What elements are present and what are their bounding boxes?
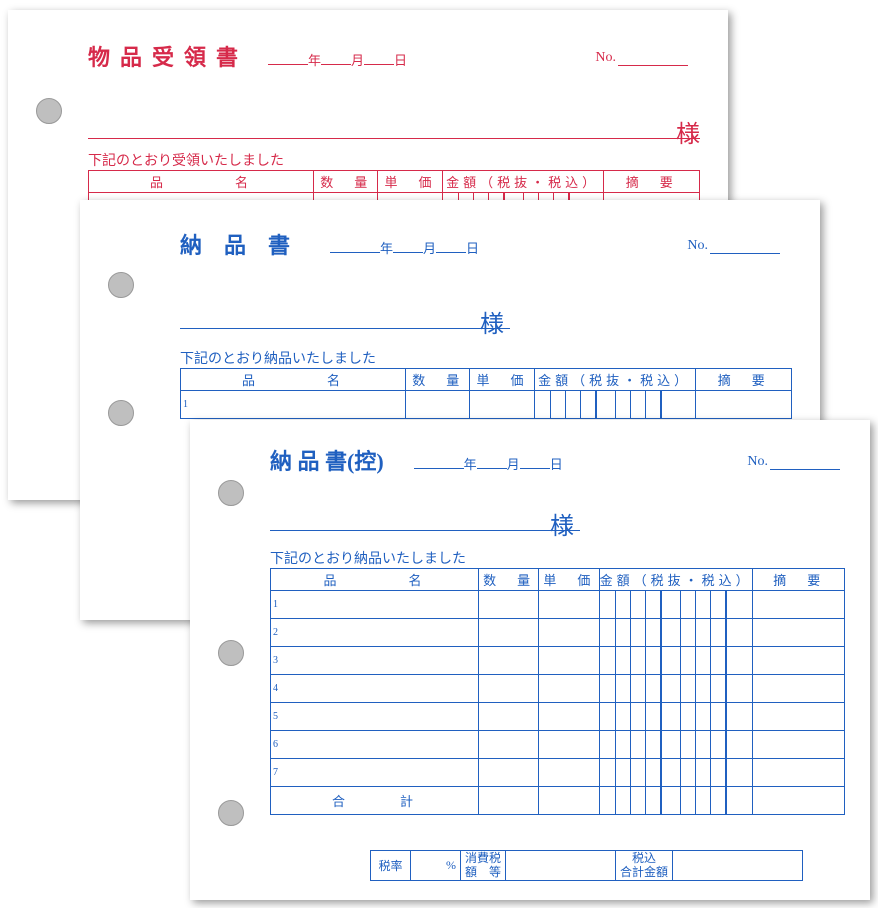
col-amount: 金額（税抜・税込） bbox=[534, 369, 695, 391]
tax-rate-field[interactable]: % bbox=[411, 851, 461, 881]
number-field[interactable] bbox=[770, 469, 840, 470]
tax-amount-label: 消費税 額 等 bbox=[461, 851, 506, 881]
confirm-text: 下記のとおり受領いたしました bbox=[88, 150, 284, 170]
table-row[interactable]: 3 bbox=[271, 647, 845, 675]
row-number: 1 bbox=[181, 399, 195, 410]
date-day-field[interactable] bbox=[364, 64, 394, 65]
col-note: 摘 要 bbox=[603, 171, 700, 193]
date-year-label: 年 bbox=[380, 238, 393, 257]
col-name: 品 名 bbox=[89, 171, 314, 193]
sama-suffix: 様 bbox=[550, 506, 574, 541]
number-field[interactable] bbox=[618, 65, 688, 66]
number-label: No. bbox=[687, 238, 780, 254]
table-row[interactable]: 7 bbox=[271, 759, 845, 787]
row-number: 3 bbox=[271, 655, 285, 666]
punch-hole bbox=[218, 640, 244, 666]
total-label: 合 計 bbox=[271, 787, 479, 815]
recipient-line[interactable] bbox=[180, 328, 510, 329]
row-number: 5 bbox=[271, 711, 285, 722]
recipient-line[interactable] bbox=[270, 530, 580, 531]
grand-total-label: 税込 合計金額 bbox=[616, 851, 673, 881]
date-month-label: 月 bbox=[507, 454, 520, 473]
date-month-field[interactable] bbox=[321, 64, 351, 65]
col-name: 品 名 bbox=[271, 569, 479, 591]
table-row[interactable]: 6 bbox=[271, 731, 845, 759]
total-row: 合 計 bbox=[271, 787, 845, 815]
delivery-copy-slip: 納 品 書(控) 年 月 日 No. 様 下記のとおり納品いたしました 品 名 … bbox=[190, 420, 870, 900]
punch-hole bbox=[108, 400, 134, 426]
sama-suffix: 様 bbox=[676, 114, 700, 149]
punch-hole bbox=[218, 480, 244, 506]
punch-hole bbox=[108, 272, 134, 298]
date-month-field[interactable] bbox=[477, 468, 507, 469]
date-day-field[interactable] bbox=[436, 252, 466, 253]
date-day-label: 日 bbox=[394, 50, 407, 69]
col-note: 摘 要 bbox=[753, 569, 845, 591]
grand-total-field[interactable] bbox=[673, 851, 803, 881]
items-table: 品 名 数 量 単 価 金額（税抜・税込） 摘 要 1 2 3 4 5 6 7 合 計 bbox=[270, 568, 845, 815]
date-month-label: 月 bbox=[351, 50, 364, 69]
footer-table: 税率 % 消費税 額 等 税込 合計金額 bbox=[370, 850, 803, 881]
confirm-text: 下記のとおり納品いたしました bbox=[180, 348, 376, 368]
col-amount: 金額（税抜・税込） bbox=[599, 569, 753, 591]
col-qty: 数 量 bbox=[478, 569, 538, 591]
date-year-label: 年 bbox=[308, 50, 321, 69]
date-year-field[interactable] bbox=[268, 64, 308, 65]
date-day-label: 日 bbox=[550, 454, 563, 473]
date-day-label: 日 bbox=[466, 238, 479, 257]
date-month-label: 月 bbox=[423, 238, 436, 257]
date-month-field[interactable] bbox=[393, 252, 423, 253]
table-row[interactable]: 2 bbox=[271, 619, 845, 647]
col-qty: 数 量 bbox=[314, 171, 378, 193]
row-number: 2 bbox=[271, 627, 285, 638]
col-unit: 単 価 bbox=[539, 569, 599, 591]
amount-sublines bbox=[535, 391, 695, 418]
number-label: No. bbox=[747, 454, 840, 470]
row-number: 1 bbox=[271, 599, 285, 610]
row-number: 6 bbox=[271, 739, 285, 750]
tax-amount-field[interactable] bbox=[506, 851, 616, 881]
confirm-text: 下記のとおり納品いたしました bbox=[270, 548, 466, 568]
slip-title: 納 品 書 bbox=[180, 228, 290, 260]
row-number: 4 bbox=[271, 683, 285, 694]
items-table: 品 名 数 量 単 価 金額（税抜・税込） 摘 要 1 bbox=[180, 368, 792, 419]
table-row[interactable]: 4 bbox=[271, 675, 845, 703]
col-unit: 単 価 bbox=[470, 369, 534, 391]
table-row[interactable]: 5 bbox=[271, 703, 845, 731]
punch-hole bbox=[36, 98, 62, 124]
col-qty: 数 量 bbox=[406, 369, 470, 391]
table-row[interactable]: 1 bbox=[271, 591, 845, 619]
col-unit: 単 価 bbox=[378, 171, 442, 193]
col-amount: 金額（税抜・税込） bbox=[442, 171, 603, 193]
punch-hole bbox=[218, 800, 244, 826]
number-field[interactable] bbox=[710, 253, 780, 254]
table-row[interactable]: 1 bbox=[181, 391, 792, 419]
date-year-field[interactable] bbox=[414, 468, 464, 469]
col-note: 摘 要 bbox=[695, 369, 792, 391]
sama-suffix: 様 bbox=[480, 304, 504, 339]
tax-rate-label: 税率 bbox=[371, 851, 411, 881]
number-label: No. bbox=[595, 50, 688, 66]
row-number: 7 bbox=[271, 767, 285, 778]
col-name: 品 名 bbox=[181, 369, 406, 391]
date-year-label: 年 bbox=[464, 454, 477, 473]
recipient-line[interactable] bbox=[88, 138, 700, 139]
date-day-field[interactable] bbox=[520, 468, 550, 469]
slip-title: 物品受領書 bbox=[88, 40, 248, 72]
date-year-field[interactable] bbox=[330, 252, 380, 253]
slip-title: 納 品 書(控) bbox=[270, 444, 384, 476]
